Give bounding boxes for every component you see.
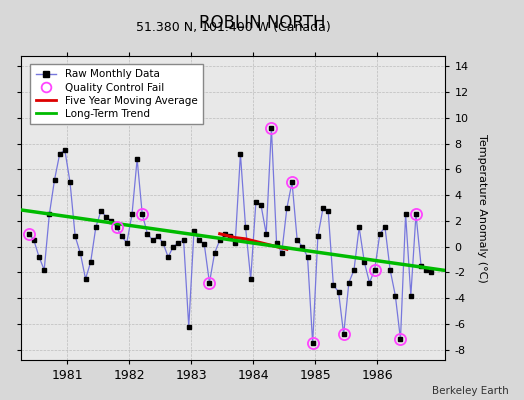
Y-axis label: Temperature Anomaly (°C): Temperature Anomaly (°C)	[477, 134, 487, 282]
Title: 51.380 N, 101.400 W (Canada): 51.380 N, 101.400 W (Canada)	[136, 21, 331, 34]
Legend: Raw Monthly Data, Quality Control Fail, Five Year Moving Average, Long-Term Tren: Raw Monthly Data, Quality Control Fail, …	[30, 64, 203, 124]
Text: ROBLIN NORTH: ROBLIN NORTH	[199, 14, 325, 32]
Text: Berkeley Earth: Berkeley Earth	[432, 386, 508, 396]
